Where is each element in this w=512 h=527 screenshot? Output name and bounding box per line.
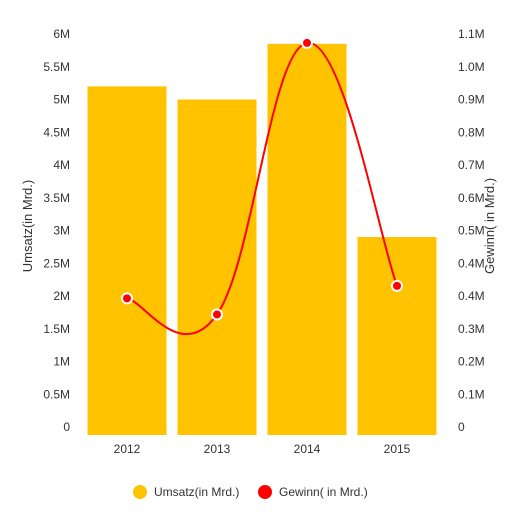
legend-swatch	[133, 485, 147, 499]
x-tick-label: 2012	[114, 442, 141, 456]
legend-label: Gewinn( in Mrd.)	[279, 485, 368, 499]
y-left-tick-label: 3M	[53, 224, 70, 238]
point-2015[interactable]	[391, 279, 403, 292]
x-tick-label: 2014	[294, 442, 321, 456]
bar-2015[interactable]	[357, 237, 437, 435]
x-tick-label: 2015	[384, 442, 411, 456]
y-right-tick-label: 1.1M	[458, 27, 485, 41]
y-right-tick-label: 0.8M	[458, 125, 485, 139]
y-right-tick-label: 0.5M	[458, 224, 485, 238]
y-right-tick-label: 0.9M	[458, 93, 485, 107]
y-right-tick-label: 0.7M	[458, 158, 485, 172]
gewinn-line	[126, 41, 398, 336]
y-right-tick-label: 1.0M	[458, 60, 485, 74]
y-right-tick-label: 0.4M	[458, 289, 485, 303]
left-axis-title: Umsatz(in Mrd.)	[20, 180, 35, 272]
legend[interactable]: Umsatz(in Mrd.) Gewinn( in Mrd.)	[133, 485, 368, 499]
bar-2014[interactable]	[267, 43, 347, 435]
y-right-tick-label: 0.2M	[458, 355, 485, 369]
y-right-tick-label: 0	[458, 420, 465, 434]
legend-item-gewinn[interactable]: Gewinn( in Mrd.)	[258, 485, 368, 499]
y-left-tick-label: 4.5M	[43, 125, 70, 139]
line-series	[121, 36, 403, 336]
point-2012[interactable]	[121, 292, 133, 305]
y-left-tick-label: 2M	[53, 289, 70, 303]
y-left-tick-label: 0.5M	[43, 387, 70, 401]
y-right-tick-label: 0.4M	[458, 256, 485, 270]
y-left-tick-label: 2.5M	[43, 256, 70, 270]
right-y-axis: 0 0.1M 0.2M 0.3M 0.4M 0.4M 0.5M 0.6M 0.7M 0.8M 0.9…	[458, 27, 485, 434]
y-left-tick-label: 1M	[53, 355, 70, 369]
y-left-tick-label: 4M	[53, 158, 70, 172]
legend-item-umsatz[interactable]: Umsatz(in Mrd.)	[133, 485, 239, 499]
legend-label: Umsatz(in Mrd.)	[154, 485, 239, 499]
y-right-tick-label: 0.6M	[458, 191, 485, 205]
y-left-tick-label: 0	[63, 420, 70, 434]
x-axis: 2012 2013 2014 2015	[114, 442, 411, 456]
y-left-tick-label: 6M	[53, 27, 70, 41]
y-left-tick-label: 5M	[53, 93, 70, 107]
point-2013[interactable]	[211, 308, 223, 321]
legend-swatch	[258, 485, 272, 499]
bar-2012[interactable]	[87, 86, 167, 436]
y-left-tick-label: 1.5M	[43, 322, 70, 336]
x-tick-label: 2013	[204, 442, 231, 456]
point-2014[interactable]	[301, 36, 313, 49]
y-left-tick-label: 3.5M	[43, 191, 70, 205]
bar-2013[interactable]	[177, 99, 257, 436]
left-y-axis: 0 0.5M 1M 1.5M 2M 2.5M 3M 3.5M 4M 4.5M 5M 5.5M 6M	[43, 27, 70, 434]
y-left-tick-label: 5.5M	[43, 60, 70, 74]
y-right-tick-label: 0.1M	[458, 387, 485, 401]
right-axis-title: Gewinn( in Mrd.)	[482, 178, 497, 274]
y-right-tick-label: 0.3M	[458, 322, 485, 336]
bar-series	[87, 43, 437, 436]
